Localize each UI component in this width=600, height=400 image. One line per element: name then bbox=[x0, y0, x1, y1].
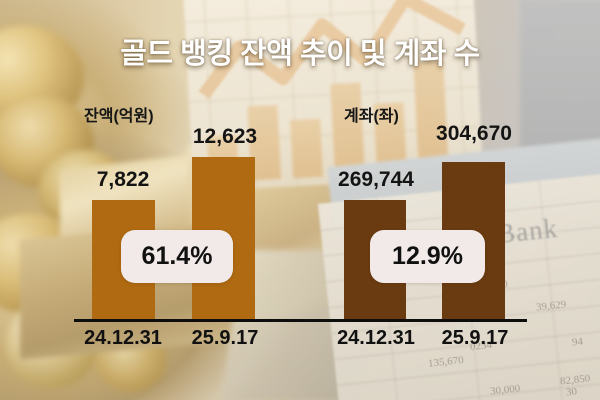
series-label-accounts: 계좌(좌) bbox=[344, 108, 399, 125]
bar-value-balance-2024: 7,822 bbox=[96, 168, 150, 191]
axis-label-accounts-2025: 25.9.17 bbox=[441, 327, 509, 349]
bar-value-accounts-2024: 269,744 bbox=[338, 168, 414, 191]
axis-label-balance-2025: 25.9.17 bbox=[191, 327, 259, 349]
growth-badge-balance: 61.4% bbox=[121, 230, 233, 283]
background-trend-line bbox=[198, 0, 466, 99]
chart-title: 골드 뱅킹 잔액 추이 및 계좌 수 bbox=[120, 38, 480, 70]
bar-value-balance-2025: 12,623 bbox=[192, 125, 258, 148]
axis-label-balance-2024: 24.12.31 bbox=[84, 327, 162, 349]
series-label-balance: 잔액(억원) bbox=[84, 108, 154, 125]
growth-badge-accounts: 12.9% bbox=[370, 230, 485, 283]
axis-baseline bbox=[74, 319, 527, 322]
bar-value-accounts-2025: 304,670 bbox=[436, 122, 512, 145]
axis-label-accounts-2024: 24.12.31 bbox=[337, 327, 415, 349]
